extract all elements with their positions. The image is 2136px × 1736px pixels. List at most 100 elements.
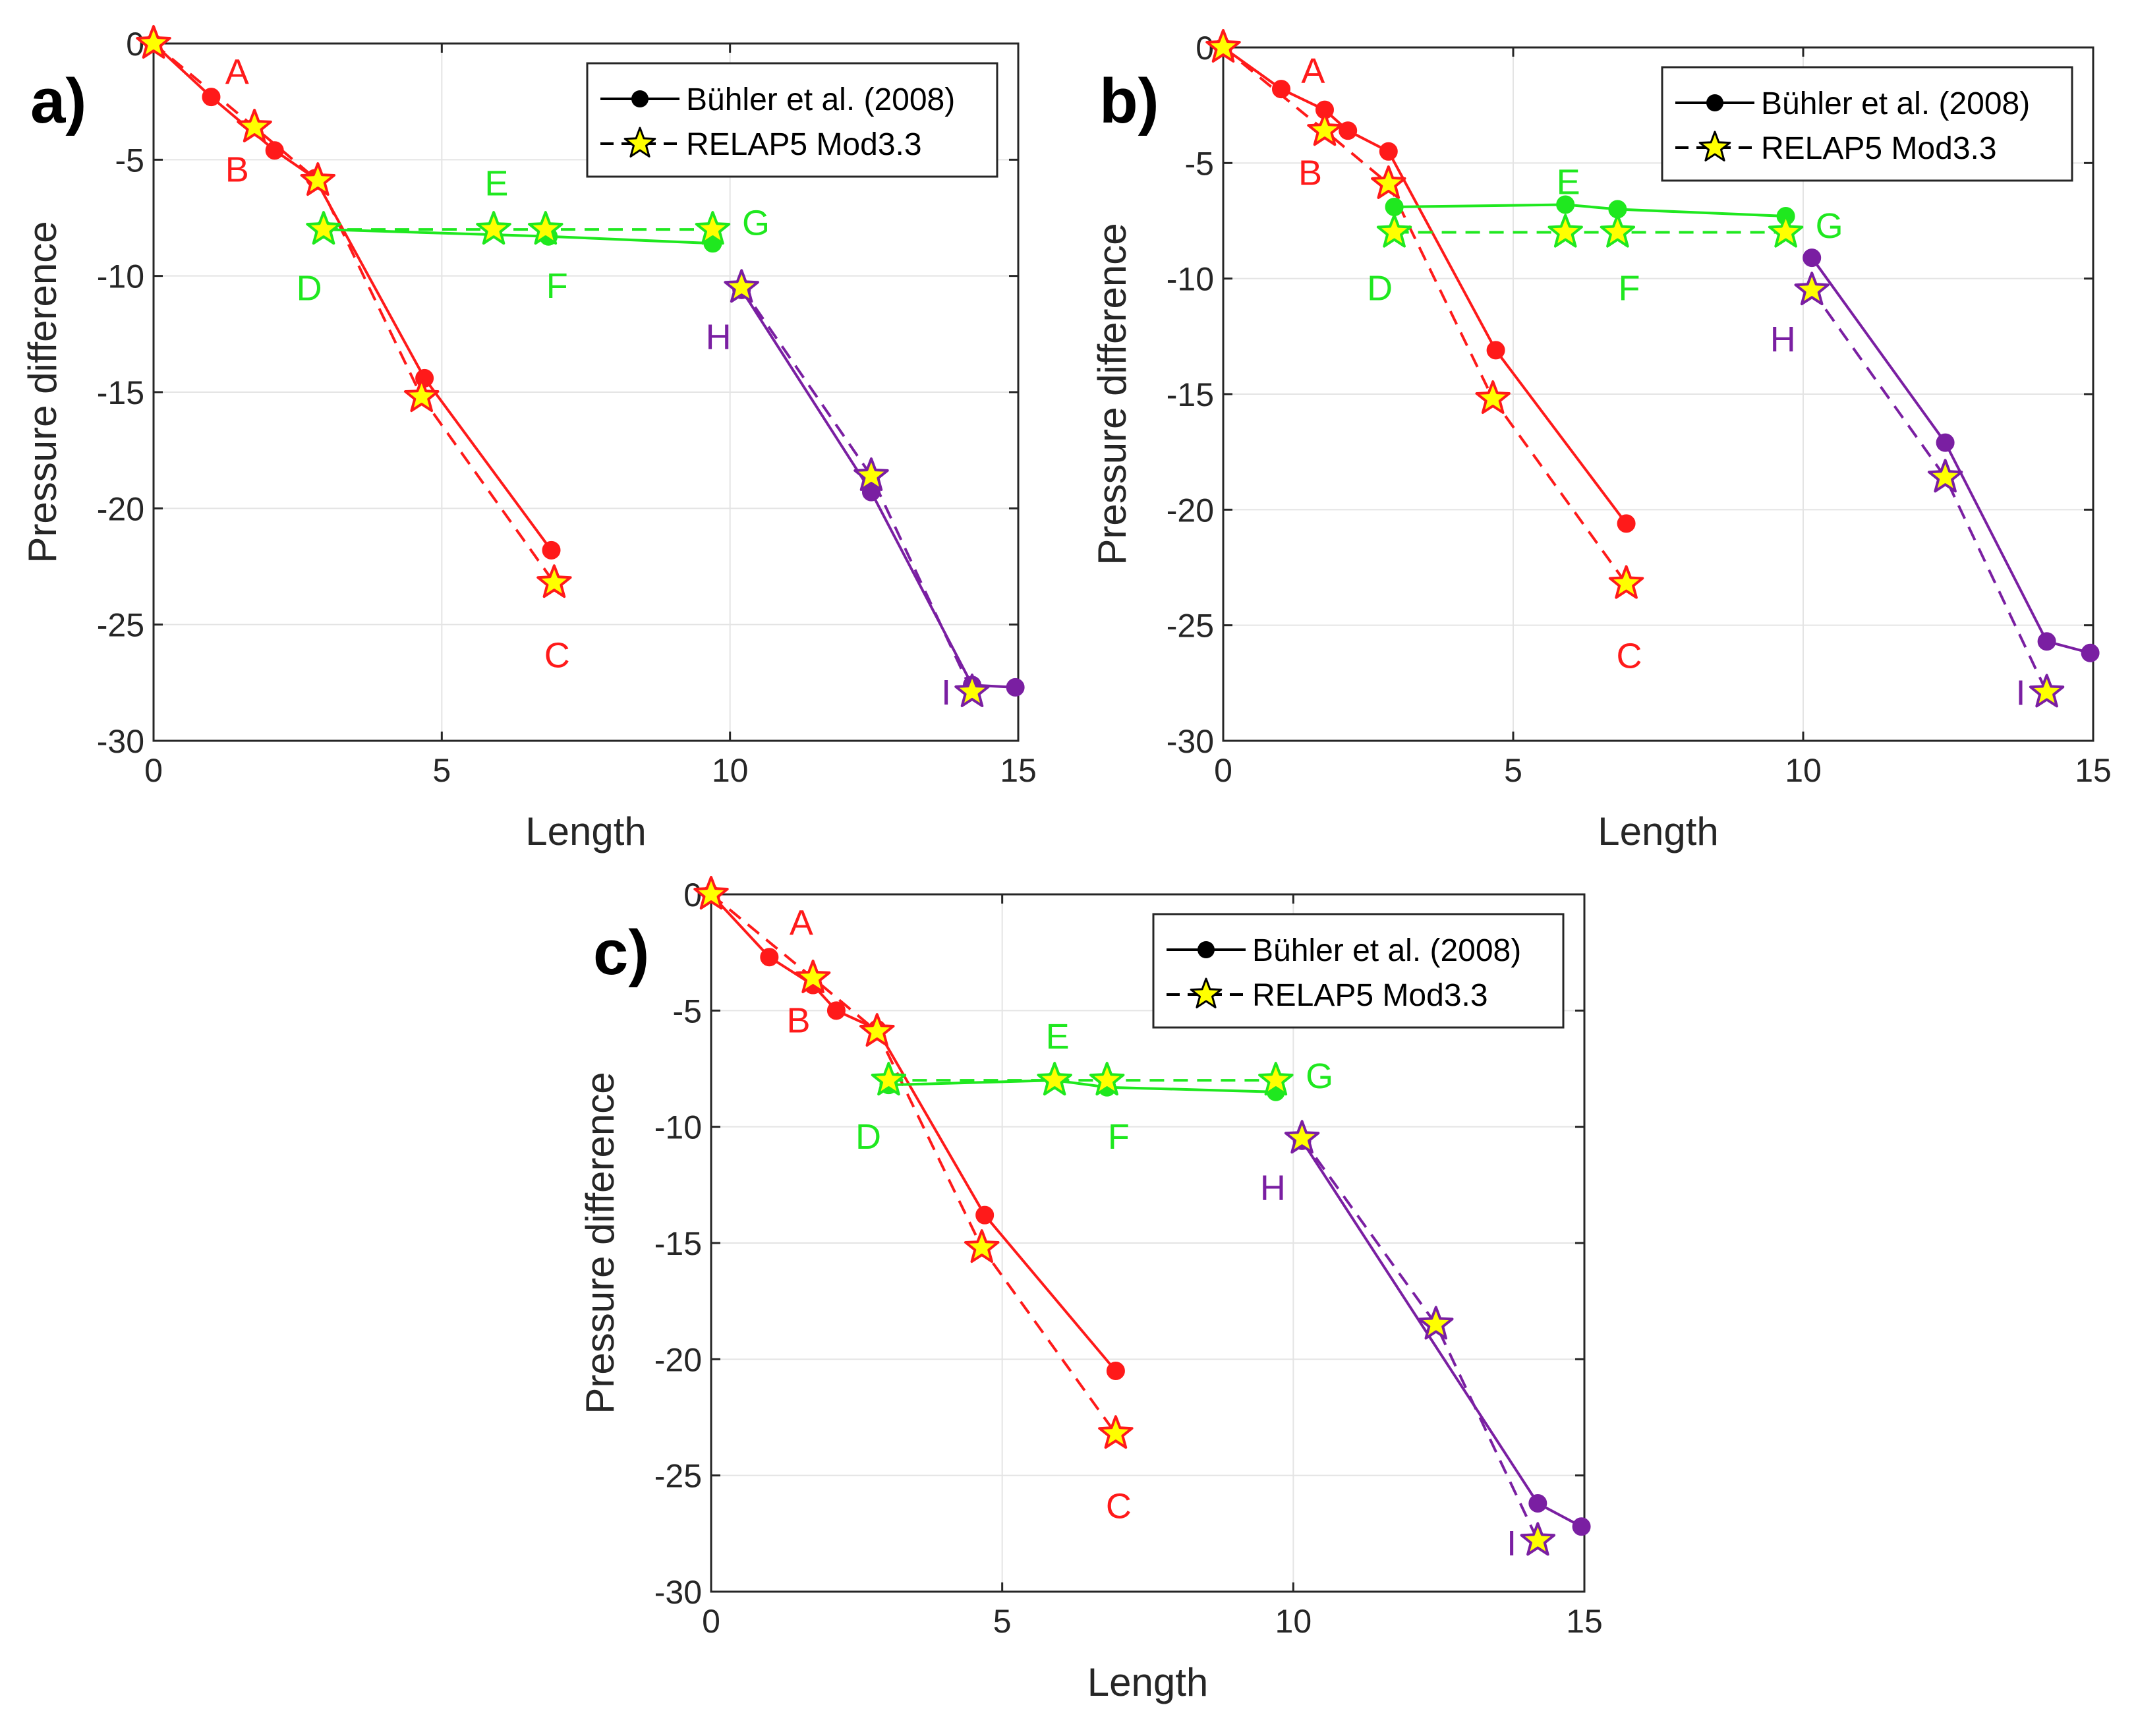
series-line-green-exp	[323, 228, 713, 245]
panel-label: c)	[593, 917, 649, 988]
data-point-red-sim	[693, 876, 729, 910]
data-point-green-sim	[1768, 214, 1804, 248]
data-point-purple-sim	[1794, 272, 1830, 306]
point-label: E	[1557, 162, 1580, 202]
x-tick-label: 10	[712, 752, 749, 789]
data-point-red-sim	[859, 1013, 895, 1047]
legend-label-exp: Bühler et al. (2008)	[1761, 86, 2030, 121]
y-tick-label: -30	[97, 723, 144, 760]
legend-box	[1661, 66, 2073, 182]
series-line-purple-exp	[1810, 256, 2091, 654]
y-tick-label: -15	[654, 1225, 702, 1262]
data-point-purple-exp	[1572, 1517, 1591, 1536]
point-label: C	[1106, 1487, 1132, 1526]
data-point-purple-sim	[853, 457, 889, 491]
data-point-green-exp	[1385, 197, 1404, 216]
point-label: A	[790, 903, 813, 942]
point-label: B	[786, 1000, 810, 1040]
legend: Bühler et al. (2008) RELAP5 Mod3.3	[586, 62, 998, 178]
chart-panel-3: c) 0 5 10 15 0 -5 -10 -15 -20 -25 -30 Length Pressure…	[578, 876, 1603, 1704]
data-point-purple-exp	[1936, 433, 1955, 452]
point-label: A	[225, 52, 249, 92]
data-point-red-sim	[536, 564, 572, 598]
y-tick-label: 0	[1196, 30, 1214, 67]
y-axis-label: Pressure difference	[20, 221, 65, 563]
legend-label-exp: Bühler et al. (2008)	[686, 82, 955, 117]
data-point-red-exp	[1379, 142, 1398, 161]
y-tick-label: 0	[683, 877, 702, 913]
y-tick-label: -25	[97, 607, 144, 644]
point-label: D	[855, 1117, 881, 1157]
legend-label-sim: RELAP5 Mod3.3	[1761, 131, 1997, 166]
x-tick-label: 15	[1000, 752, 1037, 789]
data-point-green-sim	[1089, 1062, 1125, 1096]
y-tick-label: -5	[1185, 145, 1214, 182]
data-point-green-sim	[695, 211, 731, 245]
y-tick-label: -10	[1167, 261, 1214, 298]
y-tick-label: -15	[97, 374, 144, 411]
legend-box	[1152, 913, 1565, 1029]
x-axis-label: Length	[1598, 809, 1719, 854]
data-point-red-sim	[404, 378, 440, 413]
point-label: F	[546, 266, 568, 306]
data-point-green-sim	[871, 1062, 907, 1096]
legend: Bühler et al. (2008) RELAP5 Mod3.3	[1152, 913, 1565, 1029]
point-label: F	[1619, 269, 1640, 308]
x-tick-label: 0	[1214, 752, 1232, 789]
x-tick-label: 15	[1566, 1603, 1603, 1640]
point-label: E	[484, 164, 508, 204]
data-point-green-exp	[1556, 195, 1575, 214]
data-point-red-exp	[975, 1205, 995, 1225]
data-point-red-exp	[1106, 1361, 1125, 1380]
data-point-red-sim	[300, 162, 335, 196]
x-tick-label: 5	[1504, 752, 1522, 789]
x-axis-label: Length	[1087, 1660, 1209, 1704]
series-line-green-exp	[1394, 203, 1786, 217]
chart-panel-2: b) 0 5 10 15 0 -5 -10 -15 -20 -25 -30 Length Pressure…	[1090, 29, 2112, 854]
data-point-red-exp	[265, 141, 284, 160]
data-point-green-sim	[1037, 1062, 1072, 1096]
x-axis-label: Length	[525, 809, 647, 854]
legend-marker-exp	[1706, 94, 1723, 111]
series-line-red-sim	[152, 42, 556, 584]
series-line-purple-sim	[1810, 289, 2048, 693]
point-label: F	[1108, 1117, 1130, 1157]
legend-marker-sim	[1698, 130, 1731, 161]
data-point-red-exp	[1339, 121, 1358, 140]
y-tick-label: -30	[654, 1574, 702, 1611]
data-point-green-sim	[1547, 214, 1583, 248]
point-label: B	[225, 150, 249, 189]
data-point-purple-sim	[2029, 674, 2065, 708]
series-line-purple-sim	[740, 287, 973, 693]
data-point-purple-sim	[1927, 459, 1963, 493]
data-point-green-sim	[528, 211, 563, 245]
panel-label: b)	[1099, 66, 1159, 136]
data-point-red-exp	[542, 540, 561, 560]
legend-marker-sim	[623, 127, 656, 158]
x-tick-label: 0	[144, 752, 163, 789]
point-label: I	[1507, 1524, 1516, 1563]
panel-label: a)	[30, 66, 86, 136]
series-line-red-exp	[152, 42, 553, 551]
legend-label-sim: RELAP5 Mod3.3	[686, 127, 922, 162]
series-line-red-sim	[710, 893, 1117, 1435]
legend-label-exp: Bühler et al. (2008)	[1252, 933, 1521, 968]
chart-panel-1: a) 0 5 10 15 0 -5 -10 -15 -20 -25 -30 Length Pressure…	[20, 25, 1037, 854]
series-line-purple-sim	[1300, 1138, 1540, 1542]
data-point-red-sim	[1307, 112, 1342, 146]
data-point-red-sim	[1608, 565, 1644, 599]
point-label: E	[1046, 1017, 1070, 1056]
x-tick-label: 15	[2075, 752, 2112, 789]
x-tick-label: 0	[702, 1603, 720, 1640]
y-tick-label: -5	[115, 142, 144, 179]
y-tick-label: 0	[126, 26, 144, 63]
y-axis-label: Pressure difference	[1090, 223, 1134, 565]
series-line-green-exp	[888, 1079, 1276, 1093]
point-label: I	[2015, 673, 2025, 712]
x-tick-label: 5	[993, 1603, 1012, 1640]
point-label: G	[742, 204, 770, 243]
data-point-red-sim	[1371, 165, 1406, 199]
data-point-green-sim	[1376, 214, 1412, 248]
data-point-purple-sim	[724, 269, 759, 303]
legend-marker-sim	[1190, 977, 1223, 1008]
